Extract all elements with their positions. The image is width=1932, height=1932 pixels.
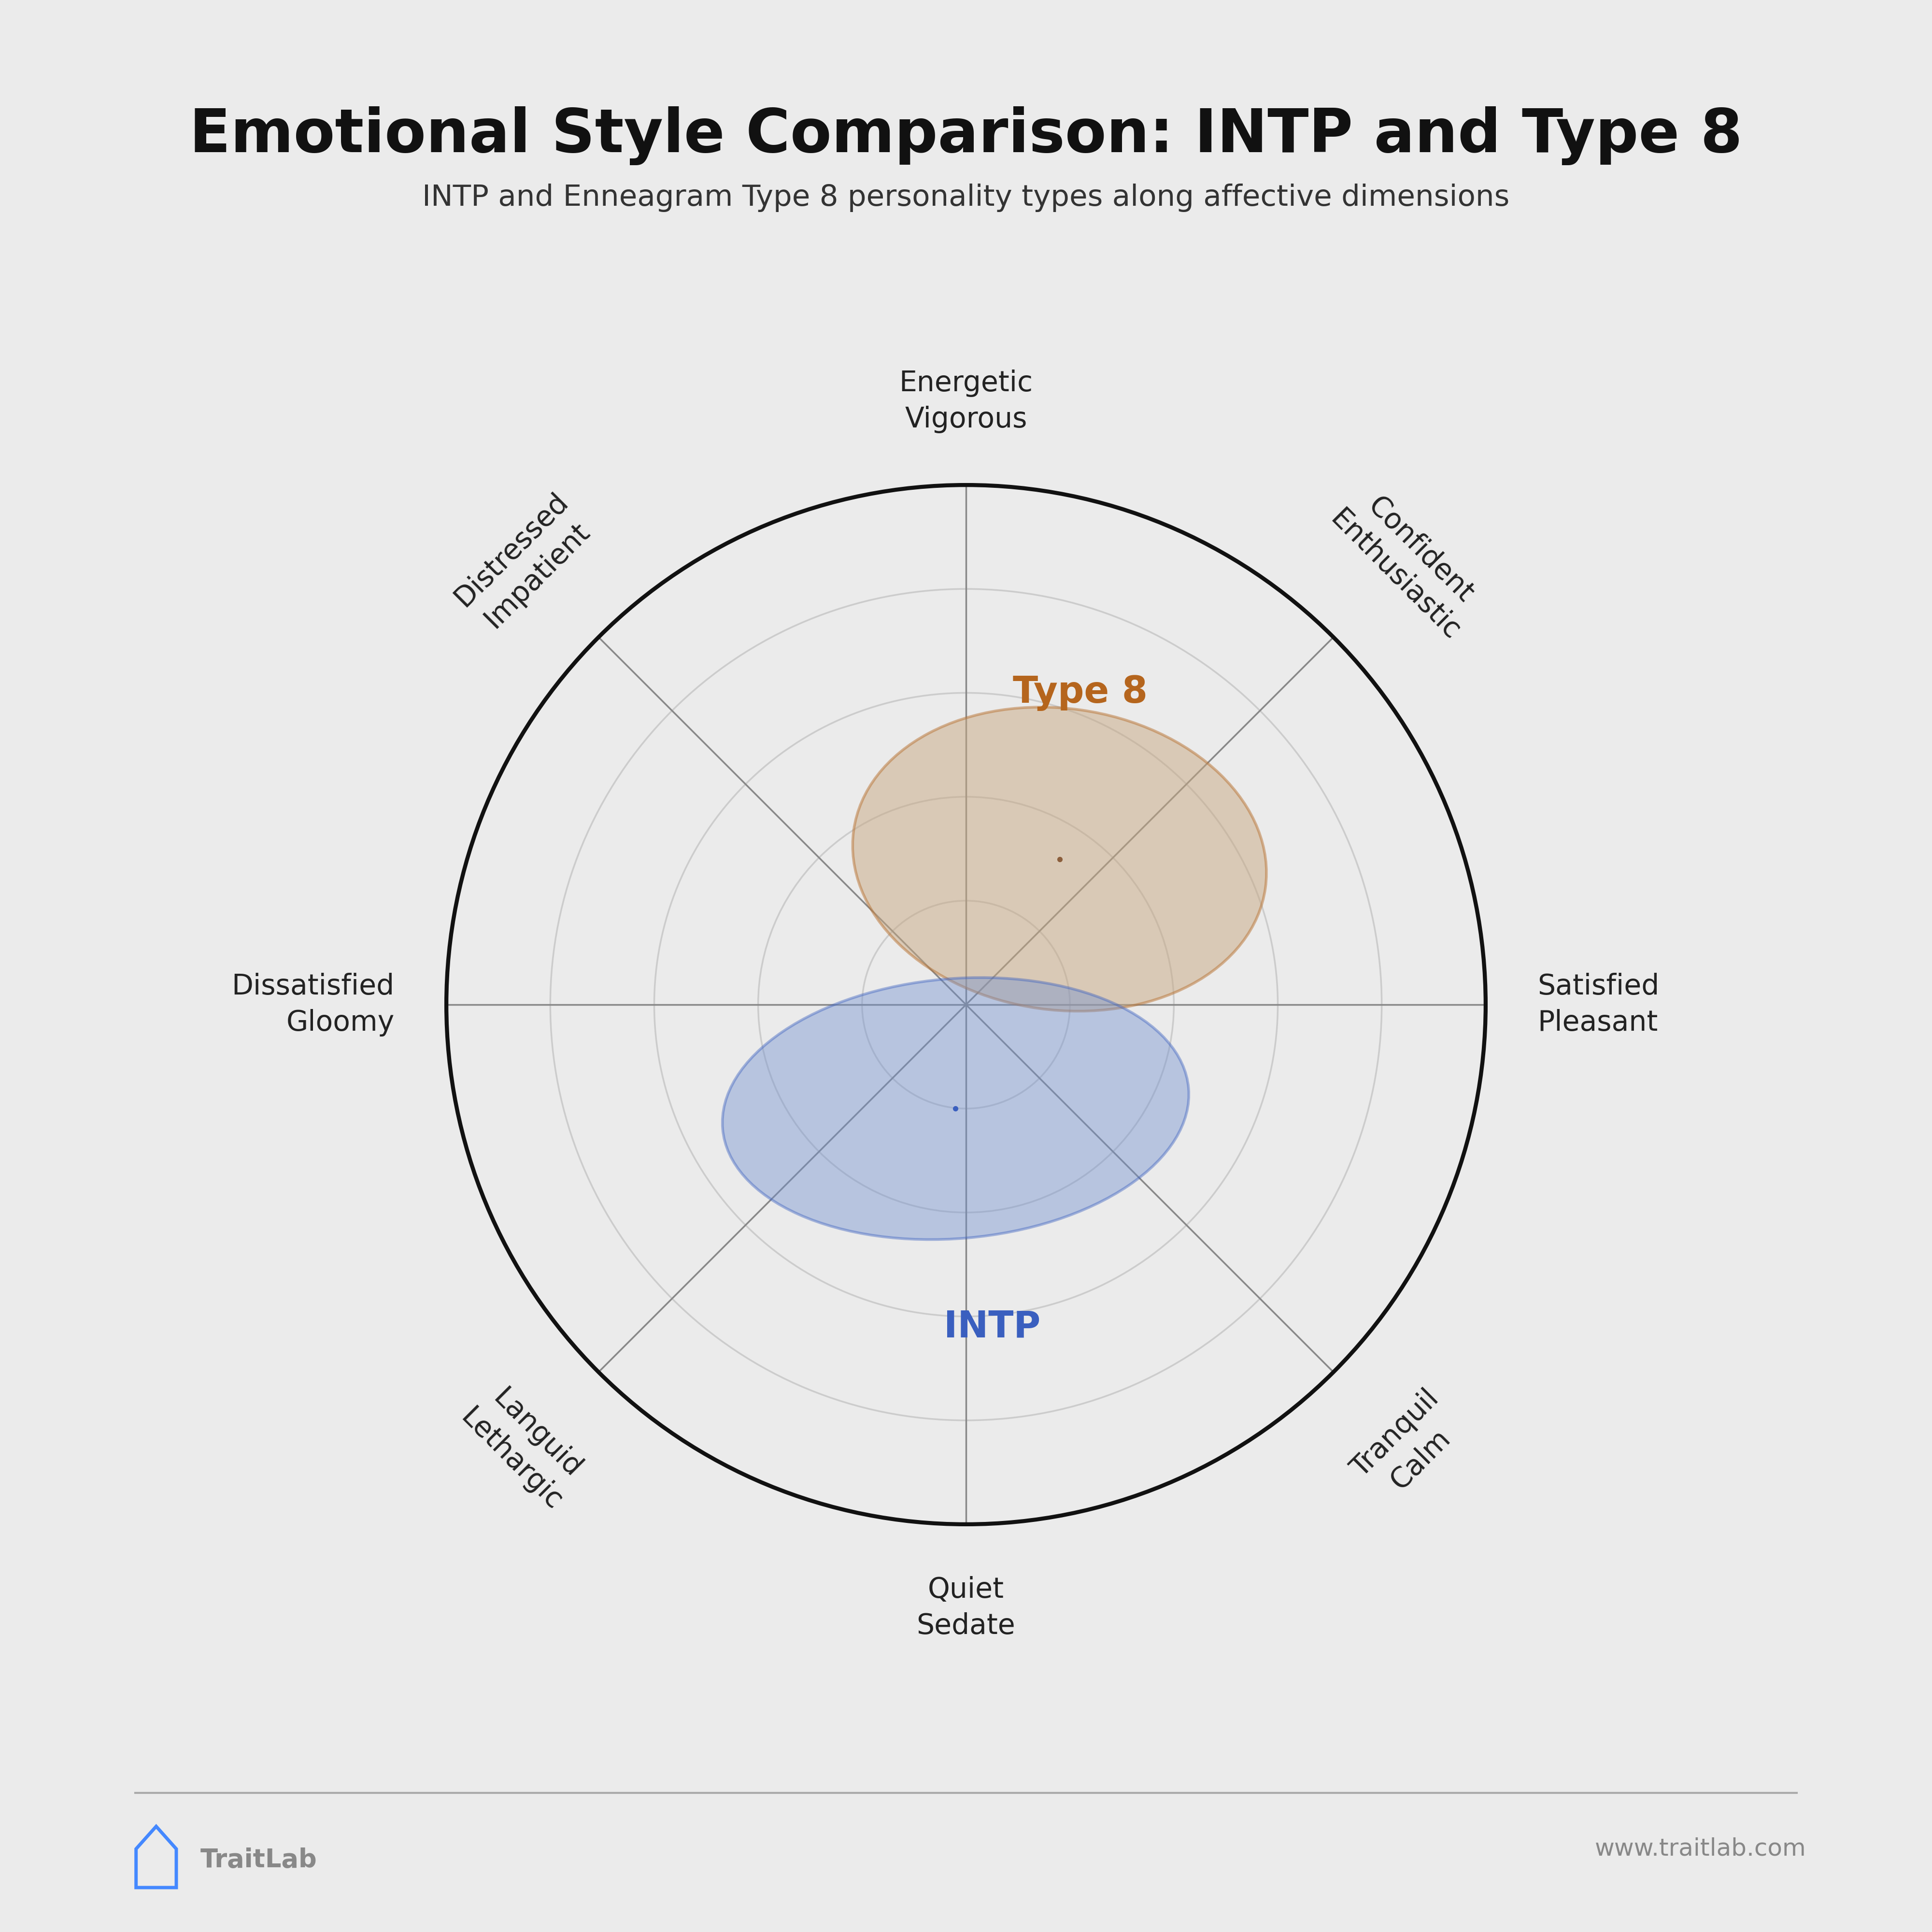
Ellipse shape (852, 707, 1267, 1010)
Text: www.traitlab.com: www.traitlab.com (1596, 1837, 1806, 1861)
Text: Satisfied
Pleasant: Satisfied Pleasant (1538, 974, 1660, 1036)
Text: Languid
Lethargic: Languid Lethargic (456, 1378, 593, 1515)
Text: Confident
Enthusiastic: Confident Enthusiastic (1325, 479, 1492, 645)
Text: INTP: INTP (943, 1310, 1039, 1345)
Text: Energetic
Vigorous: Energetic Vigorous (898, 369, 1034, 433)
Text: Type 8: Type 8 (1012, 674, 1148, 711)
Text: INTP and Enneagram Type 8 personality types along affective dimensions: INTP and Enneagram Type 8 personality ty… (423, 184, 1509, 213)
Text: Emotional Style Comparison: INTP and Type 8: Emotional Style Comparison: INTP and Typ… (189, 106, 1743, 166)
Text: Tranquil
Calm: Tranquil Calm (1347, 1385, 1470, 1509)
Text: Quiet
Sedate: Quiet Sedate (916, 1577, 1016, 1640)
Ellipse shape (723, 978, 1188, 1240)
Text: Dissatisfied
Gloomy: Dissatisfied Gloomy (232, 974, 394, 1036)
Text: Distressed
Impatient: Distressed Impatient (448, 487, 599, 638)
Text: TraitLab: TraitLab (201, 1847, 317, 1872)
